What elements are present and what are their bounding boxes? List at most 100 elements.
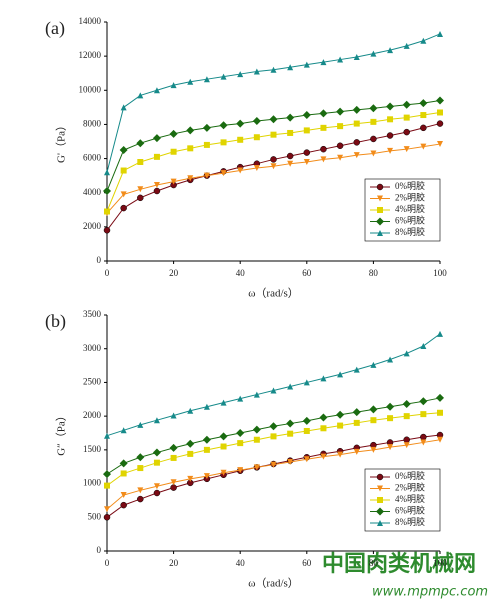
marker — [103, 187, 111, 196]
marker — [352, 105, 361, 114]
marker — [253, 464, 260, 471]
marker — [353, 366, 360, 373]
marker — [386, 102, 395, 111]
marker — [202, 123, 211, 132]
marker — [437, 436, 443, 443]
marker — [286, 113, 295, 122]
x-axis-title: ω（rad/s） — [248, 287, 299, 300]
marker — [104, 208, 110, 215]
marker — [120, 204, 127, 212]
marker — [403, 436, 410, 443]
marker — [303, 427, 310, 434]
y-tick-label: 1000 — [83, 478, 102, 488]
marker — [104, 432, 110, 439]
marker — [220, 399, 227, 406]
y-tick-label: 12000 — [79, 50, 102, 60]
x-tick-label: 60 — [302, 268, 312, 278]
marker — [120, 492, 127, 499]
marker — [287, 129, 294, 136]
marker — [120, 470, 127, 477]
marker — [153, 459, 160, 466]
y-tick-label: 1500 — [83, 444, 102, 454]
marker — [320, 124, 327, 131]
marker — [352, 408, 361, 417]
marker — [370, 417, 377, 424]
y-tick-label: 500 — [88, 511, 102, 521]
legend-marker — [377, 230, 383, 236]
marker — [187, 407, 194, 414]
y-tick-label: 0 — [97, 255, 102, 265]
marker — [104, 506, 110, 513]
marker — [403, 146, 410, 153]
y-tick-label: 2000 — [83, 410, 102, 420]
marker — [353, 120, 360, 127]
marker — [387, 356, 394, 363]
marker — [287, 160, 294, 167]
legend-label: 8%明胶 — [395, 516, 425, 527]
legend-marker — [376, 183, 384, 191]
marker — [419, 397, 428, 406]
y-tick-label: 14000 — [79, 16, 102, 26]
marker — [136, 139, 145, 148]
marker — [370, 150, 377, 157]
marker — [303, 158, 310, 165]
marker — [337, 451, 344, 458]
marker — [120, 427, 127, 434]
marker — [220, 469, 227, 476]
marker — [220, 443, 227, 450]
y-tick-label: 4000 — [83, 187, 102, 197]
marker — [269, 115, 278, 124]
marker — [420, 143, 427, 150]
x-tick-label: 40 — [236, 558, 246, 568]
legend-marker — [377, 520, 383, 526]
marker — [436, 96, 444, 105]
marker — [153, 182, 160, 189]
marker — [170, 454, 177, 461]
marker — [420, 411, 427, 418]
marker — [287, 430, 294, 437]
marker — [103, 227, 111, 234]
marker — [320, 59, 327, 66]
marker — [370, 50, 377, 57]
y-tick-label: 10000 — [79, 84, 102, 94]
marker — [437, 330, 443, 337]
marker — [286, 152, 294, 160]
marker — [420, 112, 427, 119]
marker — [353, 419, 360, 426]
marker — [137, 495, 144, 503]
marker — [387, 444, 394, 451]
legend-label: 2%明胶 — [395, 192, 425, 203]
marker — [303, 61, 310, 68]
marker — [303, 456, 310, 463]
marker — [153, 417, 160, 424]
marker — [252, 425, 261, 434]
marker — [270, 433, 277, 440]
marker — [170, 412, 177, 419]
marker — [253, 391, 260, 398]
marker — [336, 410, 345, 419]
marker — [203, 172, 210, 179]
marker — [337, 123, 344, 130]
marker — [270, 131, 277, 138]
marker — [270, 66, 277, 73]
marker — [220, 170, 227, 177]
y-tick-label: 0 — [97, 545, 102, 555]
marker — [287, 458, 294, 465]
marker — [153, 87, 160, 94]
marker — [237, 440, 244, 447]
marker — [186, 439, 195, 448]
marker — [387, 415, 394, 422]
y-tick-label: 8000 — [83, 118, 102, 128]
marker — [370, 118, 377, 125]
marker — [237, 167, 244, 174]
marker — [119, 459, 128, 468]
panel-label: (b) — [45, 311, 66, 332]
marker — [386, 132, 394, 139]
marker — [202, 435, 211, 444]
marker — [303, 149, 311, 156]
marker — [253, 68, 260, 75]
marker — [270, 387, 277, 394]
marker — [153, 153, 160, 160]
marker — [186, 126, 195, 135]
marker — [337, 154, 344, 161]
